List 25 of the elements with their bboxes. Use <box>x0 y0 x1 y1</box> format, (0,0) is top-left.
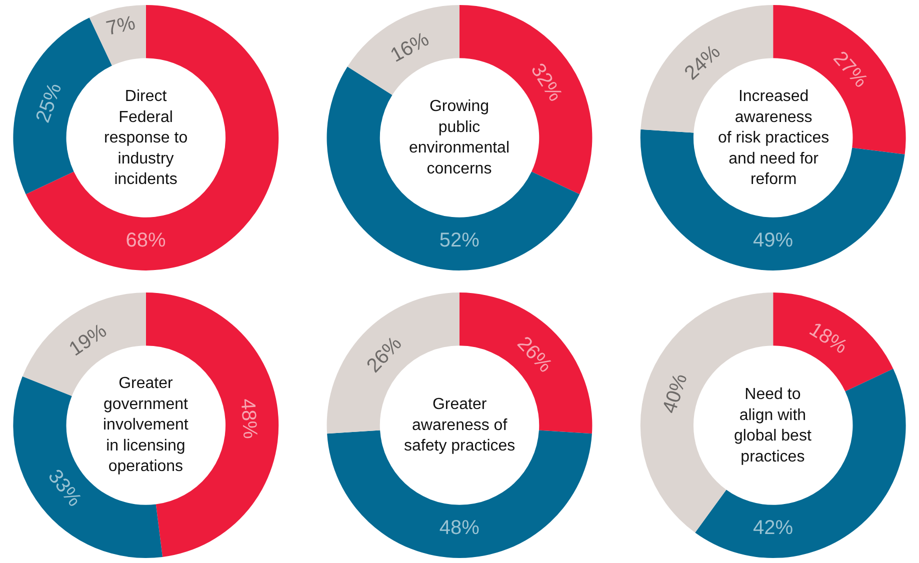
data-label: 48% <box>439 517 480 540</box>
text: Increased awareness of risk practices and need for reform <box>718 88 830 188</box>
text: Growing public environmental concerns <box>409 98 510 178</box>
text: Need to align with global best practices <box>734 386 812 466</box>
donut-slice <box>695 368 906 558</box>
data-label: 49% <box>752 230 794 252</box>
donut-slice <box>89 5 146 66</box>
data-label: 48% <box>236 398 261 440</box>
donut-slice <box>640 129 905 270</box>
data-label: 25% <box>32 80 66 126</box>
text: Greater awareness of safety practices <box>404 396 516 455</box>
data-label: 16% <box>387 28 433 67</box>
data-label: 42% <box>752 517 794 540</box>
data-label: 40% <box>658 370 692 416</box>
data-label: 24% <box>680 40 725 85</box>
donut-slice <box>26 5 279 270</box>
text: Greater government involvement in licensing operations <box>103 375 189 476</box>
data-label: 68% <box>126 230 166 252</box>
data-label: 19% <box>65 320 111 361</box>
data-label: 18% <box>805 318 852 359</box>
data-label: 7% <box>104 12 138 40</box>
data-label: 52% <box>439 230 480 252</box>
text: Direct Federal response to industry incidents <box>104 88 188 188</box>
donut-slice <box>327 430 592 558</box>
donut-slice <box>347 5 460 96</box>
